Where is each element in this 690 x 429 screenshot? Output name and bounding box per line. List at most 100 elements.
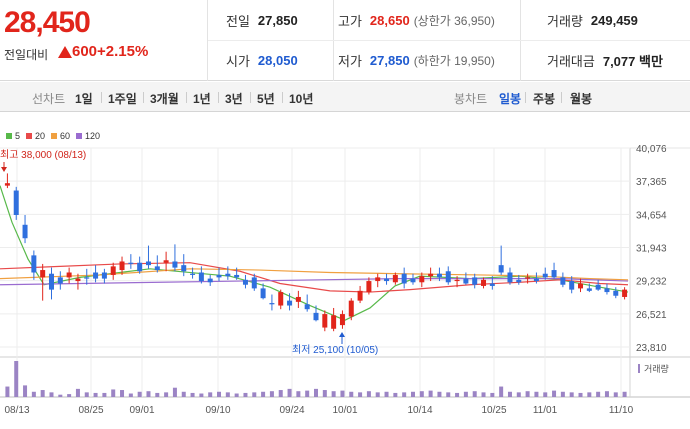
legend-swatch: [51, 133, 58, 139]
candle-body: [445, 271, 451, 283]
legend-ma20: 20: [26, 131, 45, 141]
volume-bar: [410, 391, 415, 397]
x-tick-label: 09/24: [279, 405, 304, 416]
volume-bar: [164, 392, 169, 397]
candle-body: [392, 274, 398, 283]
candle-body: [375, 277, 381, 282]
volume-bar: [181, 391, 186, 397]
candle-body: [586, 288, 592, 291]
candle-body: [604, 288, 610, 293]
candle-weekly-button[interactable]: 주봉: [533, 92, 556, 106]
volume-bar: [40, 390, 45, 397]
volume-bar: [419, 391, 424, 397]
candle-body: [322, 314, 328, 328]
candle-body: [533, 278, 539, 282]
amount-value: 7,077 백만: [602, 53, 663, 69]
candle-body: [269, 303, 275, 305]
volume-bar: [393, 392, 398, 397]
volume-bar: [261, 391, 266, 397]
volume-bar: [446, 392, 451, 397]
volume-bar: [252, 392, 257, 397]
ma5-line: [0, 185, 629, 321]
legend-swatch: [76, 133, 83, 139]
candle-body: [304, 304, 310, 310]
x-tick-label: 10/01: [332, 405, 357, 416]
period-10y-button[interactable]: 10년: [289, 92, 314, 106]
volume-cell: 거래량 249,459: [547, 0, 638, 40]
volume-bar: [111, 389, 116, 397]
volume-bar: [402, 392, 407, 397]
volume-bar: [84, 392, 89, 397]
volume-bar: [305, 390, 310, 397]
divider: [282, 92, 283, 103]
candle-body: [287, 300, 293, 306]
divider: [250, 92, 251, 103]
period-1w-button[interactable]: 1주일: [108, 92, 137, 106]
period-1y-button[interactable]: 1년: [193, 92, 211, 106]
candle-body: [401, 273, 407, 284]
volume-bar: [507, 391, 512, 397]
volume-bar: [596, 391, 601, 397]
volume-bar: [384, 391, 389, 397]
candle-body: [384, 278, 390, 282]
volume-bar: [366, 391, 371, 397]
moving-averages: [0, 185, 629, 321]
candle-body: [48, 273, 54, 290]
y-tick-label: 40,076: [636, 144, 667, 155]
volume-bar: [472, 391, 477, 397]
volume-bar: [296, 391, 301, 397]
volume-bar: [93, 392, 98, 397]
candle-body: [93, 272, 99, 279]
volume-bar: [587, 392, 592, 397]
candle-body: [31, 255, 37, 273]
volume-bar: [543, 392, 548, 397]
volume-bar: [190, 392, 195, 397]
candle-body: [595, 284, 601, 290]
divider: [525, 92, 526, 103]
volume-bar: [613, 392, 618, 397]
volume-bar: [23, 385, 28, 397]
period-1d-button[interactable]: 1일: [75, 92, 93, 106]
max-price-label: 최고 38,000 (08/13): [0, 149, 86, 161]
candle-body: [366, 281, 372, 293]
candle-body: [357, 290, 363, 301]
high-cell: 고가 28,650 (상한가 36,950): [338, 0, 495, 40]
candle-body: [119, 261, 125, 271]
volume-bar: [137, 391, 142, 397]
candle-chart-label: 봉차트: [454, 92, 488, 106]
prev-close-cell: 전일 27,850: [226, 0, 298, 40]
period-3m-button[interactable]: 3개월: [150, 92, 179, 106]
price-box: 28,450 전일대비 600 +2.15%: [0, 0, 208, 81]
volume-bar: [102, 392, 107, 397]
volume-bar: [375, 392, 380, 397]
volume-bar: [525, 391, 530, 397]
candle-body: [525, 277, 531, 279]
candle-body: [198, 272, 204, 282]
max-arrow-icon: [1, 167, 7, 172]
volume-bar: [499, 386, 504, 397]
x-tick-label: 10/25: [481, 405, 506, 416]
volume-bar: [481, 392, 486, 397]
candle-body: [22, 224, 28, 239]
volume-bar: [560, 391, 565, 397]
divider: [208, 40, 690, 41]
period-5y-button[interactable]: 5년: [257, 92, 275, 106]
candle-daily-button[interactable]: 일봉: [499, 92, 522, 106]
candle-body: [410, 278, 416, 283]
candle-body: [4, 183, 10, 186]
candle-body: [163, 260, 169, 263]
volume-bar: [225, 392, 230, 397]
candle-body: [331, 315, 337, 329]
candle-body: [40, 270, 46, 278]
candle-body: [172, 261, 178, 268]
candle-monthly-button[interactable]: 월봉: [570, 92, 593, 106]
period-3y-button[interactable]: 3년: [225, 92, 243, 106]
candle-body: [560, 277, 566, 285]
min-price-label: 최저 25,100 (10/05): [292, 344, 378, 356]
legend-ma60: 60: [51, 131, 70, 141]
volume-bar: [278, 390, 283, 397]
candle-body: [66, 272, 72, 278]
volume-bar: [269, 391, 274, 397]
upper-limit: (상한가 36,950): [413, 13, 495, 28]
